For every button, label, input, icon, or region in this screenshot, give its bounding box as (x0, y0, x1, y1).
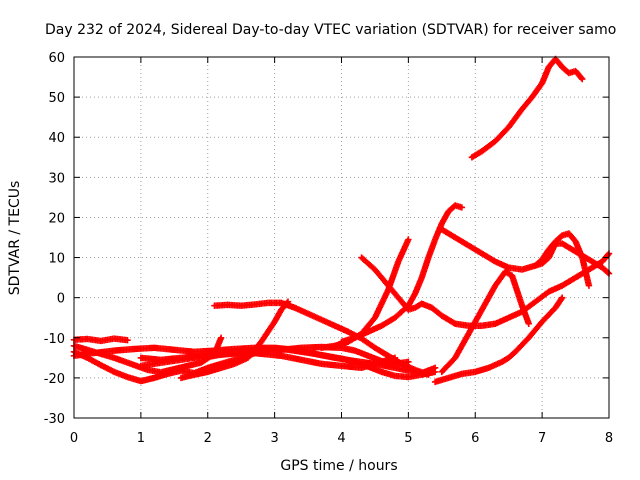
x-tick-label: 6 (471, 431, 479, 446)
x-tick-label: 3 (270, 431, 278, 446)
data-point (579, 75, 586, 83)
x-axis-label: GPS time / hours (280, 458, 397, 474)
x-tick-label: 5 (404, 431, 412, 446)
y-tick-label: -30 (44, 412, 65, 427)
data-point (431, 368, 439, 376)
series-arc-1 (70, 335, 131, 345)
data-point (405, 236, 412, 243)
series-arc-13 (431, 294, 566, 386)
data-point (558, 295, 565, 303)
data-point (391, 354, 399, 362)
y-tick-label: 10 (48, 252, 65, 267)
y-tick-label: 40 (48, 131, 65, 146)
y-tick-label: 60 (48, 51, 65, 66)
y-tick-label: 30 (48, 171, 65, 186)
data-point (604, 269, 612, 276)
series-arc-17 (468, 55, 586, 161)
x-tick-label: 0 (70, 431, 78, 446)
series-arc-7 (177, 298, 292, 382)
series-arc-14 (438, 268, 532, 376)
x-tick-label: 2 (204, 431, 212, 446)
series-arc-12 (338, 202, 466, 345)
y-axis-label: SDTVAR / TECUs (7, 181, 23, 296)
x-tick-label: 4 (337, 431, 345, 446)
tick-labels: 0 1 2 3 4 5 6 7 8 -30 -20 -10 0 10 20 30 40 50 60 (44, 51, 613, 446)
x-tick-label: 1 (137, 431, 145, 446)
y-tick-label: 50 (48, 91, 65, 106)
y-tick-label: -20 (44, 372, 65, 387)
x-tick-label: 8 (605, 431, 613, 446)
x-tick-label: 7 (538, 431, 546, 446)
data-point (558, 294, 566, 301)
axis-ticks (73, 56, 610, 419)
y-tick-label: 20 (48, 211, 65, 226)
series-arc-16 (532, 240, 613, 277)
series-arc-9 (237, 348, 399, 372)
y-tick-label: -10 (44, 332, 65, 347)
data-point (604, 251, 612, 258)
data-point (458, 204, 466, 211)
series-arc-6 (137, 343, 412, 368)
data-point (525, 320, 532, 327)
y-tick-label: 0 (57, 292, 65, 307)
data-point (124, 336, 131, 344)
data-point (425, 371, 432, 378)
chart-title: Day 232 of 2024, Sidereal Day-to-day VTE… (45, 22, 616, 38)
data-series (70, 55, 613, 386)
data-point (585, 282, 593, 289)
data-point (578, 74, 585, 82)
data-point (217, 334, 225, 341)
